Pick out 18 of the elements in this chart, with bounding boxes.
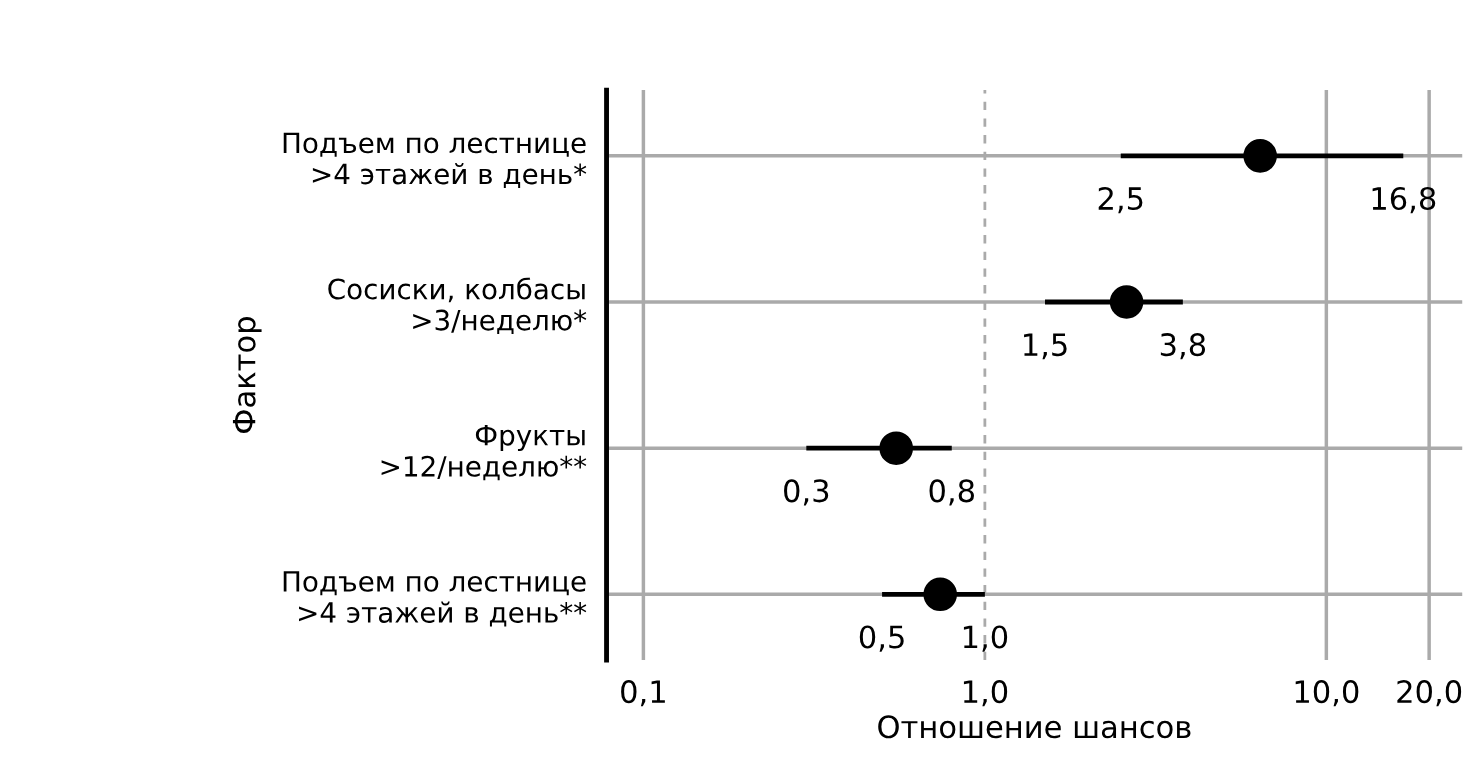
y-tick-label: Сосиски, колбасы >3/неделю* bbox=[328, 277, 587, 335]
x-tick-label: 10,0 bbox=[1295, 680, 1359, 707]
annotation: 3,8 bbox=[1160, 333, 1206, 360]
annotation: 16,8 bbox=[1372, 186, 1436, 214]
annotation: 2,5 bbox=[1098, 186, 1143, 214]
annotation: 1,5 bbox=[1024, 333, 1067, 360]
x-tick-label: 1,0 bbox=[963, 680, 1008, 707]
x-axis-title: Отношение шансов bbox=[878, 715, 1191, 739]
y-tick-label: Подъем по лестнице >4 этажей в день** bbox=[283, 571, 587, 627]
annotation: 0,3 bbox=[784, 479, 829, 506]
x-tick-label: 20,0 bbox=[1397, 680, 1462, 707]
annotation: 1,0 bbox=[963, 625, 1008, 652]
annotation: 0,5 bbox=[859, 625, 904, 652]
y-tick-label: Фрукты >12/неделю** bbox=[381, 425, 587, 481]
x-tick-label: 0,1 bbox=[621, 680, 665, 707]
y-axis-title: Фактор bbox=[232, 317, 262, 433]
annotation: 0,8 bbox=[929, 479, 974, 506]
y-tick-label: Подъем по лестнице >4 этажей в день* bbox=[283, 132, 587, 188]
